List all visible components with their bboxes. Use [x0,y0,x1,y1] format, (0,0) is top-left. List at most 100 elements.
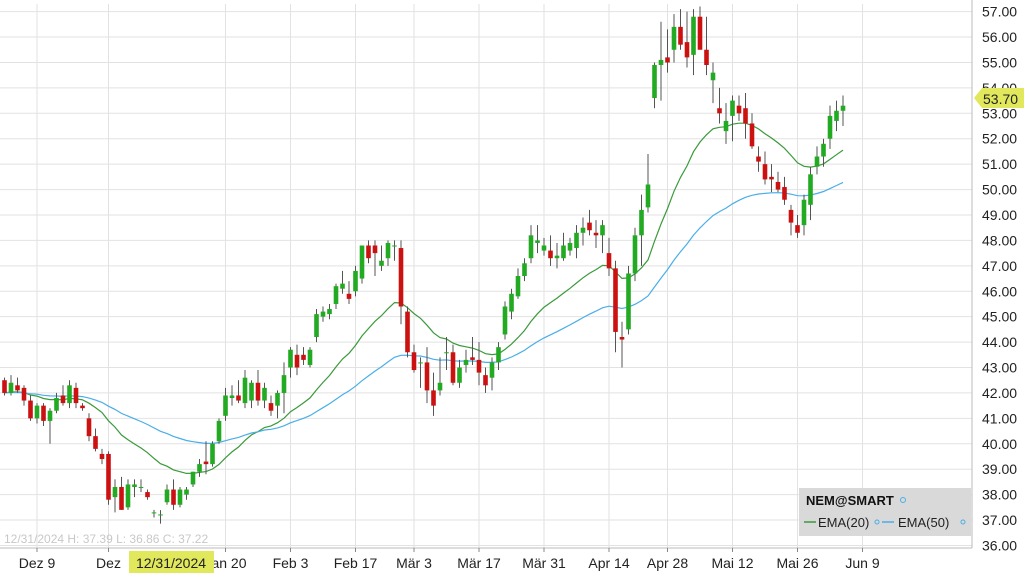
x-tick-label: Mai 12 [711,555,753,571]
candle-body [34,405,40,419]
y-tick-label: 39.00 [982,461,1017,477]
candle [112,479,118,513]
candle [632,227,638,282]
candle-body [548,250,553,259]
candle [756,146,761,172]
candle-body [125,484,131,508]
legend-symbol: NEM@SMART [806,493,894,508]
candle-body [483,375,488,386]
y-tick-label: 50.00 [982,182,1017,198]
x-tick-label: Feb 17 [334,555,378,571]
candle [749,113,755,149]
candle [119,476,124,510]
candle [249,380,254,409]
candle-body [132,484,137,487]
candle-body [827,115,833,139]
candle [665,29,670,73]
candle-body [41,405,46,421]
grid-lines [0,4,972,548]
candle-body [840,105,846,111]
candle-body [665,57,670,63]
candle [496,342,501,371]
candle-body [795,225,800,233]
candle [424,347,430,404]
y-tick-label: 41.00 [982,410,1017,426]
candle-body [93,436,98,449]
y-tick-label: 55.00 [982,54,1017,70]
candle [333,283,339,310]
candle [398,240,404,325]
y-tick-label: 49.00 [982,207,1017,223]
crosshair-date-bg [129,551,214,573]
candle [821,138,826,167]
candle [509,288,514,320]
legend-symbol-info-icon[interactable] [900,497,906,503]
candle [619,321,625,368]
time-axis[interactable]: Dez 9 Dez Jan 20 Feb 3 Feb 17 Mär 3 Mär 17 Mär … [19,548,880,571]
candle [710,62,716,104]
candle-body [385,242,391,259]
candle [405,306,410,358]
candle [275,390,280,419]
ema50-line [4,181,844,444]
candle-body [112,486,118,498]
candle [470,337,475,365]
candle-body [294,354,300,368]
candle-body [626,273,631,330]
candle-body [450,352,456,383]
candle-body [47,410,53,421]
candle [327,303,332,320]
legend-ema50-label: EMA(50) [898,515,949,530]
candle [476,342,482,386]
y-tick-label: 37.00 [982,512,1017,528]
candle-body [359,245,365,279]
crosshair-date-marker: 12/31/2024 [129,551,214,573]
candle [346,281,352,304]
candle [67,380,72,409]
legend-ema50-settings-icon[interactable] [960,519,966,525]
candle-body [307,349,313,365]
candle [281,362,287,414]
legend-box[interactable]: NEM@SMART EMA(20) EMA(50) [799,488,971,536]
candle [314,309,319,343]
candle [145,489,150,500]
candle-body [184,489,189,495]
candle-body [782,187,787,200]
candle-body [775,181,781,190]
candle-body [736,105,742,114]
candle [372,240,378,276]
candle-body [723,120,729,132]
candle-body [242,377,248,404]
candle [385,240,391,266]
candle [301,347,306,365]
candle-body [710,72,716,81]
candle-body [522,263,527,276]
candle-body [2,380,7,393]
candle-body [236,395,241,401]
candlesticks [2,6,846,524]
candle-body [171,489,176,505]
last-price-bg [974,88,1024,108]
y-tick-label: 51.00 [982,156,1017,172]
candle-body [353,270,358,292]
candle [164,484,170,505]
candle [704,16,709,76]
candle-body [54,398,59,411]
candle [795,214,800,238]
candle-body [314,314,319,338]
candle-body [561,245,566,259]
candle-body [80,405,85,409]
candle-body [697,16,703,50]
legend-background [799,488,971,536]
x-tick-label: Dez [96,555,121,571]
candle [671,14,677,63]
candle [2,377,7,396]
candle-body [346,293,352,299]
legend-ema20-settings-icon[interactable] [874,519,880,525]
candle [730,95,735,142]
candle [93,428,98,452]
crosshair-date-label: 12/31/2024 [136,555,206,571]
candle [366,240,371,264]
candle [736,95,742,121]
